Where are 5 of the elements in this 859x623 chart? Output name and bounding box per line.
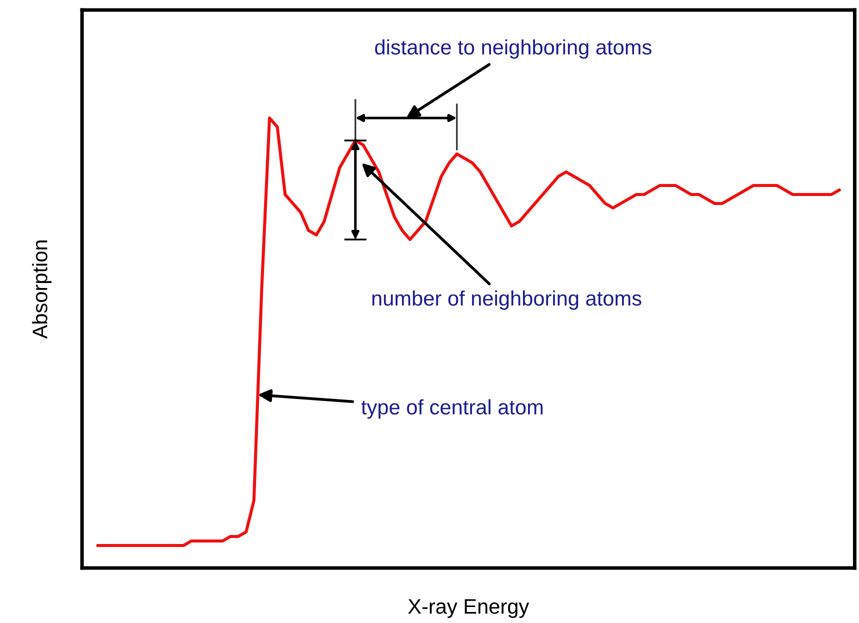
x-axis-title: X-ray Energy — [408, 599, 530, 618]
annotation: number of neighboring atoms — [372, 290, 642, 310]
annotation: type of central atom — [361, 399, 543, 419]
text: distance to neighboring atoms — [375, 39, 652, 59]
y-axis-title: Absorption — [32, 240, 52, 339]
